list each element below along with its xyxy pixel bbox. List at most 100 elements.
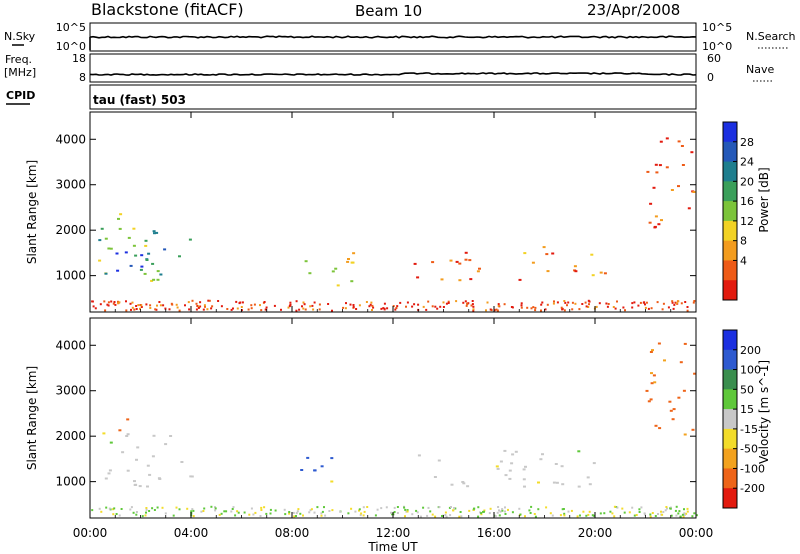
echo-cell [200, 510, 203, 513]
echo-cell [453, 507, 456, 509]
echo-cell [605, 302, 608, 305]
echo-cell [130, 506, 133, 509]
echo-cell [323, 506, 325, 509]
echo-cell [405, 305, 407, 308]
echo-cell [628, 511, 631, 514]
echo-cell [495, 308, 498, 311]
echo-cell [250, 507, 253, 510]
echo-cell [145, 507, 148, 509]
echo-cell [563, 512, 566, 515]
echo-cell [542, 246, 546, 249]
echo-cell [681, 513, 684, 516]
echo-cell [643, 512, 646, 515]
ytick-label: 3000 [55, 384, 86, 398]
echo-cell [520, 306, 523, 309]
echo-cell [551, 514, 554, 517]
colorbar-tick-label: -200 [740, 482, 765, 495]
echo-cell [318, 303, 321, 306]
echo-cell [544, 308, 547, 311]
ytick-label: 1000 [55, 269, 86, 283]
echo-cell [135, 458, 138, 461]
echo-cell [180, 461, 184, 463]
ytick-label: 2000 [55, 223, 86, 237]
echo-cell [660, 510, 662, 513]
echo-cell [665, 137, 669, 140]
echo-cell [623, 511, 626, 514]
echo-cell [431, 305, 434, 308]
echo-cell [599, 271, 603, 274]
echo-cell [489, 308, 492, 311]
echo-cell [553, 300, 555, 303]
echo-cell [197, 306, 200, 309]
echo-cell [672, 307, 675, 310]
echo-cell [493, 514, 496, 517]
nsearch-tick-bottom: 10^0 [702, 40, 732, 53]
echo-cell [472, 305, 475, 308]
colorbar-swatch [723, 428, 737, 450]
echo-cell [295, 300, 298, 303]
echo-cell [684, 301, 687, 303]
echo-cell [524, 465, 527, 468]
echo-cell [192, 515, 195, 518]
echo-cell [496, 309, 499, 312]
echo-cell [380, 307, 383, 310]
echo-cell [533, 513, 536, 515]
echo-cell [331, 309, 333, 312]
colorbar-tick-label: 15 [740, 403, 754, 416]
echo-cell [310, 508, 313, 511]
echo-cell [202, 510, 205, 512]
echo-cell [331, 509, 334, 512]
echo-cell [413, 303, 416, 306]
echo-cell [138, 485, 142, 488]
echo-cell [175, 303, 178, 306]
echo-cell [100, 510, 103, 513]
echo-cell [643, 301, 646, 304]
echo-cell [358, 508, 361, 511]
echo-cell [161, 506, 164, 509]
echo-cell [682, 515, 685, 518]
echo-cell [115, 513, 118, 515]
echo-cell [103, 300, 106, 303]
echo-cell [496, 511, 499, 514]
echo-cell [214, 507, 217, 510]
echo-cell [144, 239, 148, 242]
echo-cell [433, 476, 437, 478]
echo-cell [674, 301, 677, 304]
echo-cell [137, 304, 140, 307]
echo-cell [638, 508, 641, 511]
echo-cell [674, 509, 677, 512]
colorbar-swatch [723, 122, 737, 143]
echo-cell [683, 512, 686, 515]
echo-cell [349, 303, 352, 306]
echo-cell [383, 308, 386, 311]
echo-cell [612, 306, 615, 308]
echo-cell [214, 509, 217, 512]
echo-cell [145, 508, 148, 511]
echo-cell [534, 515, 537, 518]
colorbar-tick-label: 16 [740, 195, 754, 208]
echo-cell [584, 301, 587, 304]
echo-cell [241, 301, 244, 304]
echo-cell [145, 511, 147, 514]
echo-cell [426, 514, 429, 517]
echo-cell [690, 151, 694, 154]
echo-cell [118, 301, 121, 304]
echo-cell [107, 247, 111, 250]
echo-cell [447, 300, 450, 303]
echo-cell [445, 302, 448, 305]
echo-cell [320, 512, 323, 515]
echo-cell [134, 254, 138, 257]
echo-cell [529, 512, 532, 514]
echo-cell [231, 508, 234, 510]
colorbar-tick-label: 24 [740, 156, 754, 169]
echo-cell [624, 309, 626, 312]
echo-cell [498, 514, 501, 517]
echo-cell [582, 510, 585, 513]
echo-cell [288, 511, 291, 513]
colorbar-swatch [723, 488, 737, 509]
echo-cell [469, 278, 473, 281]
echo-cell [140, 304, 143, 307]
echo-cell [327, 303, 330, 305]
echo-cell [313, 511, 316, 514]
echo-cell [169, 435, 173, 437]
